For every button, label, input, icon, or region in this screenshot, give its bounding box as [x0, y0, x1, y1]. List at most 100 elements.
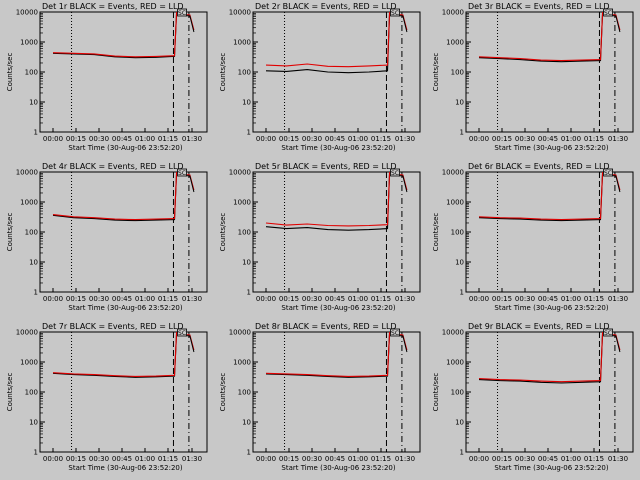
- series-events-spike: [605, 14, 621, 33]
- x-tick-label: 01:00: [135, 135, 155, 143]
- x-tick-label: 00:15: [492, 295, 512, 303]
- marker-label: SC: [604, 170, 612, 177]
- marker-box: [390, 8, 400, 17]
- y-tick-label: 10: [242, 99, 251, 107]
- y-tick-label: 1000: [446, 199, 464, 207]
- x-tick-label: 00:30: [515, 135, 535, 143]
- series-lld-line: [52, 331, 178, 377]
- x-tick-label: 00:30: [302, 295, 322, 303]
- marker-label: SC: [178, 170, 186, 177]
- x-tick-label: 00:30: [89, 295, 109, 303]
- x-tick-label: 01:30: [395, 135, 415, 143]
- x-tick-label: 01:15: [584, 135, 604, 143]
- y-tick-label: 10000: [229, 169, 251, 177]
- series-events-line: [478, 331, 604, 384]
- marker-box: [177, 328, 187, 337]
- x-tick-label: 00:15: [279, 135, 299, 143]
- x-tick-label: 00:30: [302, 455, 322, 463]
- y-axis-label: Counts/sec: [6, 53, 14, 92]
- x-tick-label: 00:30: [89, 135, 109, 143]
- y-tick-label: 100: [25, 69, 38, 77]
- x-tick-label: 00:00: [43, 135, 63, 143]
- marker-box: [390, 168, 400, 177]
- marker-label: SC: [391, 170, 399, 177]
- x-axis-label: Start Time (30-Aug-06 23:52:20): [281, 304, 395, 312]
- x-tick-label: 00:45: [538, 455, 558, 463]
- x-tick-label: 00:15: [66, 295, 86, 303]
- x-tick-label: 01:00: [348, 135, 368, 143]
- marker-box: [177, 168, 187, 177]
- y-tick-label: 10: [242, 259, 251, 267]
- y-tick-label: 10000: [229, 9, 251, 17]
- x-tick-label: 00:15: [66, 135, 86, 143]
- y-tick-label: 100: [238, 229, 251, 237]
- marker-label: SC: [391, 330, 399, 337]
- chart-title: Det 6r BLACK = Events, RED = LLD: [468, 162, 610, 171]
- marker-label: SC: [178, 330, 186, 337]
- x-tick-label: 00:30: [515, 455, 535, 463]
- x-tick-label: 00:00: [43, 455, 63, 463]
- series-events-spike: [179, 174, 195, 193]
- y-axis-label: Counts/sec: [219, 53, 227, 92]
- chart-title: Det 9r BLACK = Events, RED = LLD: [468, 322, 610, 331]
- chart-title: Det 2r BLACK = Events, RED = LLD: [255, 2, 397, 11]
- y-axis-label: Counts/sec: [6, 213, 14, 252]
- plot-frame: [252, 331, 421, 453]
- marker-box: [603, 8, 613, 17]
- x-tick-label: 00:45: [325, 455, 345, 463]
- chart-panel-4: Det 4r BLACK = Events, RED = LLD 1 10 100 10…: [6, 162, 208, 312]
- series-events-line: [265, 11, 391, 74]
- series-lld-line: [52, 11, 178, 58]
- series-events-line: [52, 11, 178, 59]
- x-tick-label: 00:30: [302, 135, 322, 143]
- x-tick-label: 01:00: [561, 455, 581, 463]
- x-tick-label: 00:45: [325, 295, 345, 303]
- x-axis-label: Start Time (30-Aug-06 23:52:20): [494, 304, 608, 312]
- chart-panel-2: Det 2r BLACK = Events, RED = LLD 1 10 100 10…: [219, 2, 421, 152]
- marker-label: SC: [604, 10, 612, 17]
- x-tick-label: 01:30: [608, 455, 628, 463]
- chart-title: Det 5r BLACK = Events, RED = LLD: [255, 162, 397, 171]
- x-tick-label: 01:15: [371, 295, 391, 303]
- x-tick-label: 01:30: [395, 455, 415, 463]
- chart-panel-1: Det 1r BLACK = Events, RED = LLD 1 10 100 10…: [6, 2, 208, 152]
- marker-label: SC: [604, 330, 612, 337]
- x-tick-label: 00:45: [538, 135, 558, 143]
- y-tick-label: 1: [247, 289, 251, 297]
- chart-title: Det 4r BLACK = Events, RED = LLD: [42, 162, 184, 171]
- y-tick-label: 1000: [446, 359, 464, 367]
- series-events-line: [52, 171, 178, 222]
- y-tick-label: 10: [455, 99, 464, 107]
- x-tick-label: 01:15: [371, 135, 391, 143]
- series-lld-line: [265, 171, 391, 227]
- x-tick-label: 01:15: [371, 455, 391, 463]
- x-axis-label: Start Time (30-Aug-06 23:52:20): [68, 144, 182, 152]
- series-events-line: [52, 331, 178, 378]
- x-tick-label: 00:15: [279, 295, 299, 303]
- x-axis-label: Start Time (30-Aug-06 23:52:20): [281, 144, 395, 152]
- plot-frame: [465, 171, 634, 293]
- chart-panel-7: Det 7r BLACK = Events, RED = LLD 1 10 100 10…: [6, 322, 208, 472]
- x-tick-label: 01:30: [182, 135, 202, 143]
- x-tick-label: 00:00: [256, 455, 276, 463]
- x-tick-label: 00:00: [469, 135, 489, 143]
- series-events-spike: [179, 334, 195, 353]
- plot-frame: [465, 11, 634, 133]
- series-events-line: [265, 331, 391, 378]
- y-axis-label: Counts/sec: [432, 53, 440, 92]
- x-tick-label: 01:15: [584, 295, 604, 303]
- y-tick-label: 100: [25, 389, 38, 397]
- x-tick-label: 01:30: [395, 295, 415, 303]
- y-tick-label: 10: [29, 259, 38, 267]
- x-tick-label: 00:45: [112, 455, 132, 463]
- chart-panel-3: Det 3r BLACK = Events, RED = LLD 1 10 100 10…: [432, 2, 634, 152]
- x-tick-label: 00:30: [515, 295, 535, 303]
- series-lld-line: [265, 11, 391, 68]
- series-lld-line: [478, 171, 604, 221]
- y-tick-label: 1: [247, 449, 251, 457]
- x-tick-label: 01:00: [561, 135, 581, 143]
- x-tick-label: 00:00: [469, 455, 489, 463]
- y-tick-label: 10: [242, 419, 251, 427]
- y-tick-label: 1: [460, 289, 464, 297]
